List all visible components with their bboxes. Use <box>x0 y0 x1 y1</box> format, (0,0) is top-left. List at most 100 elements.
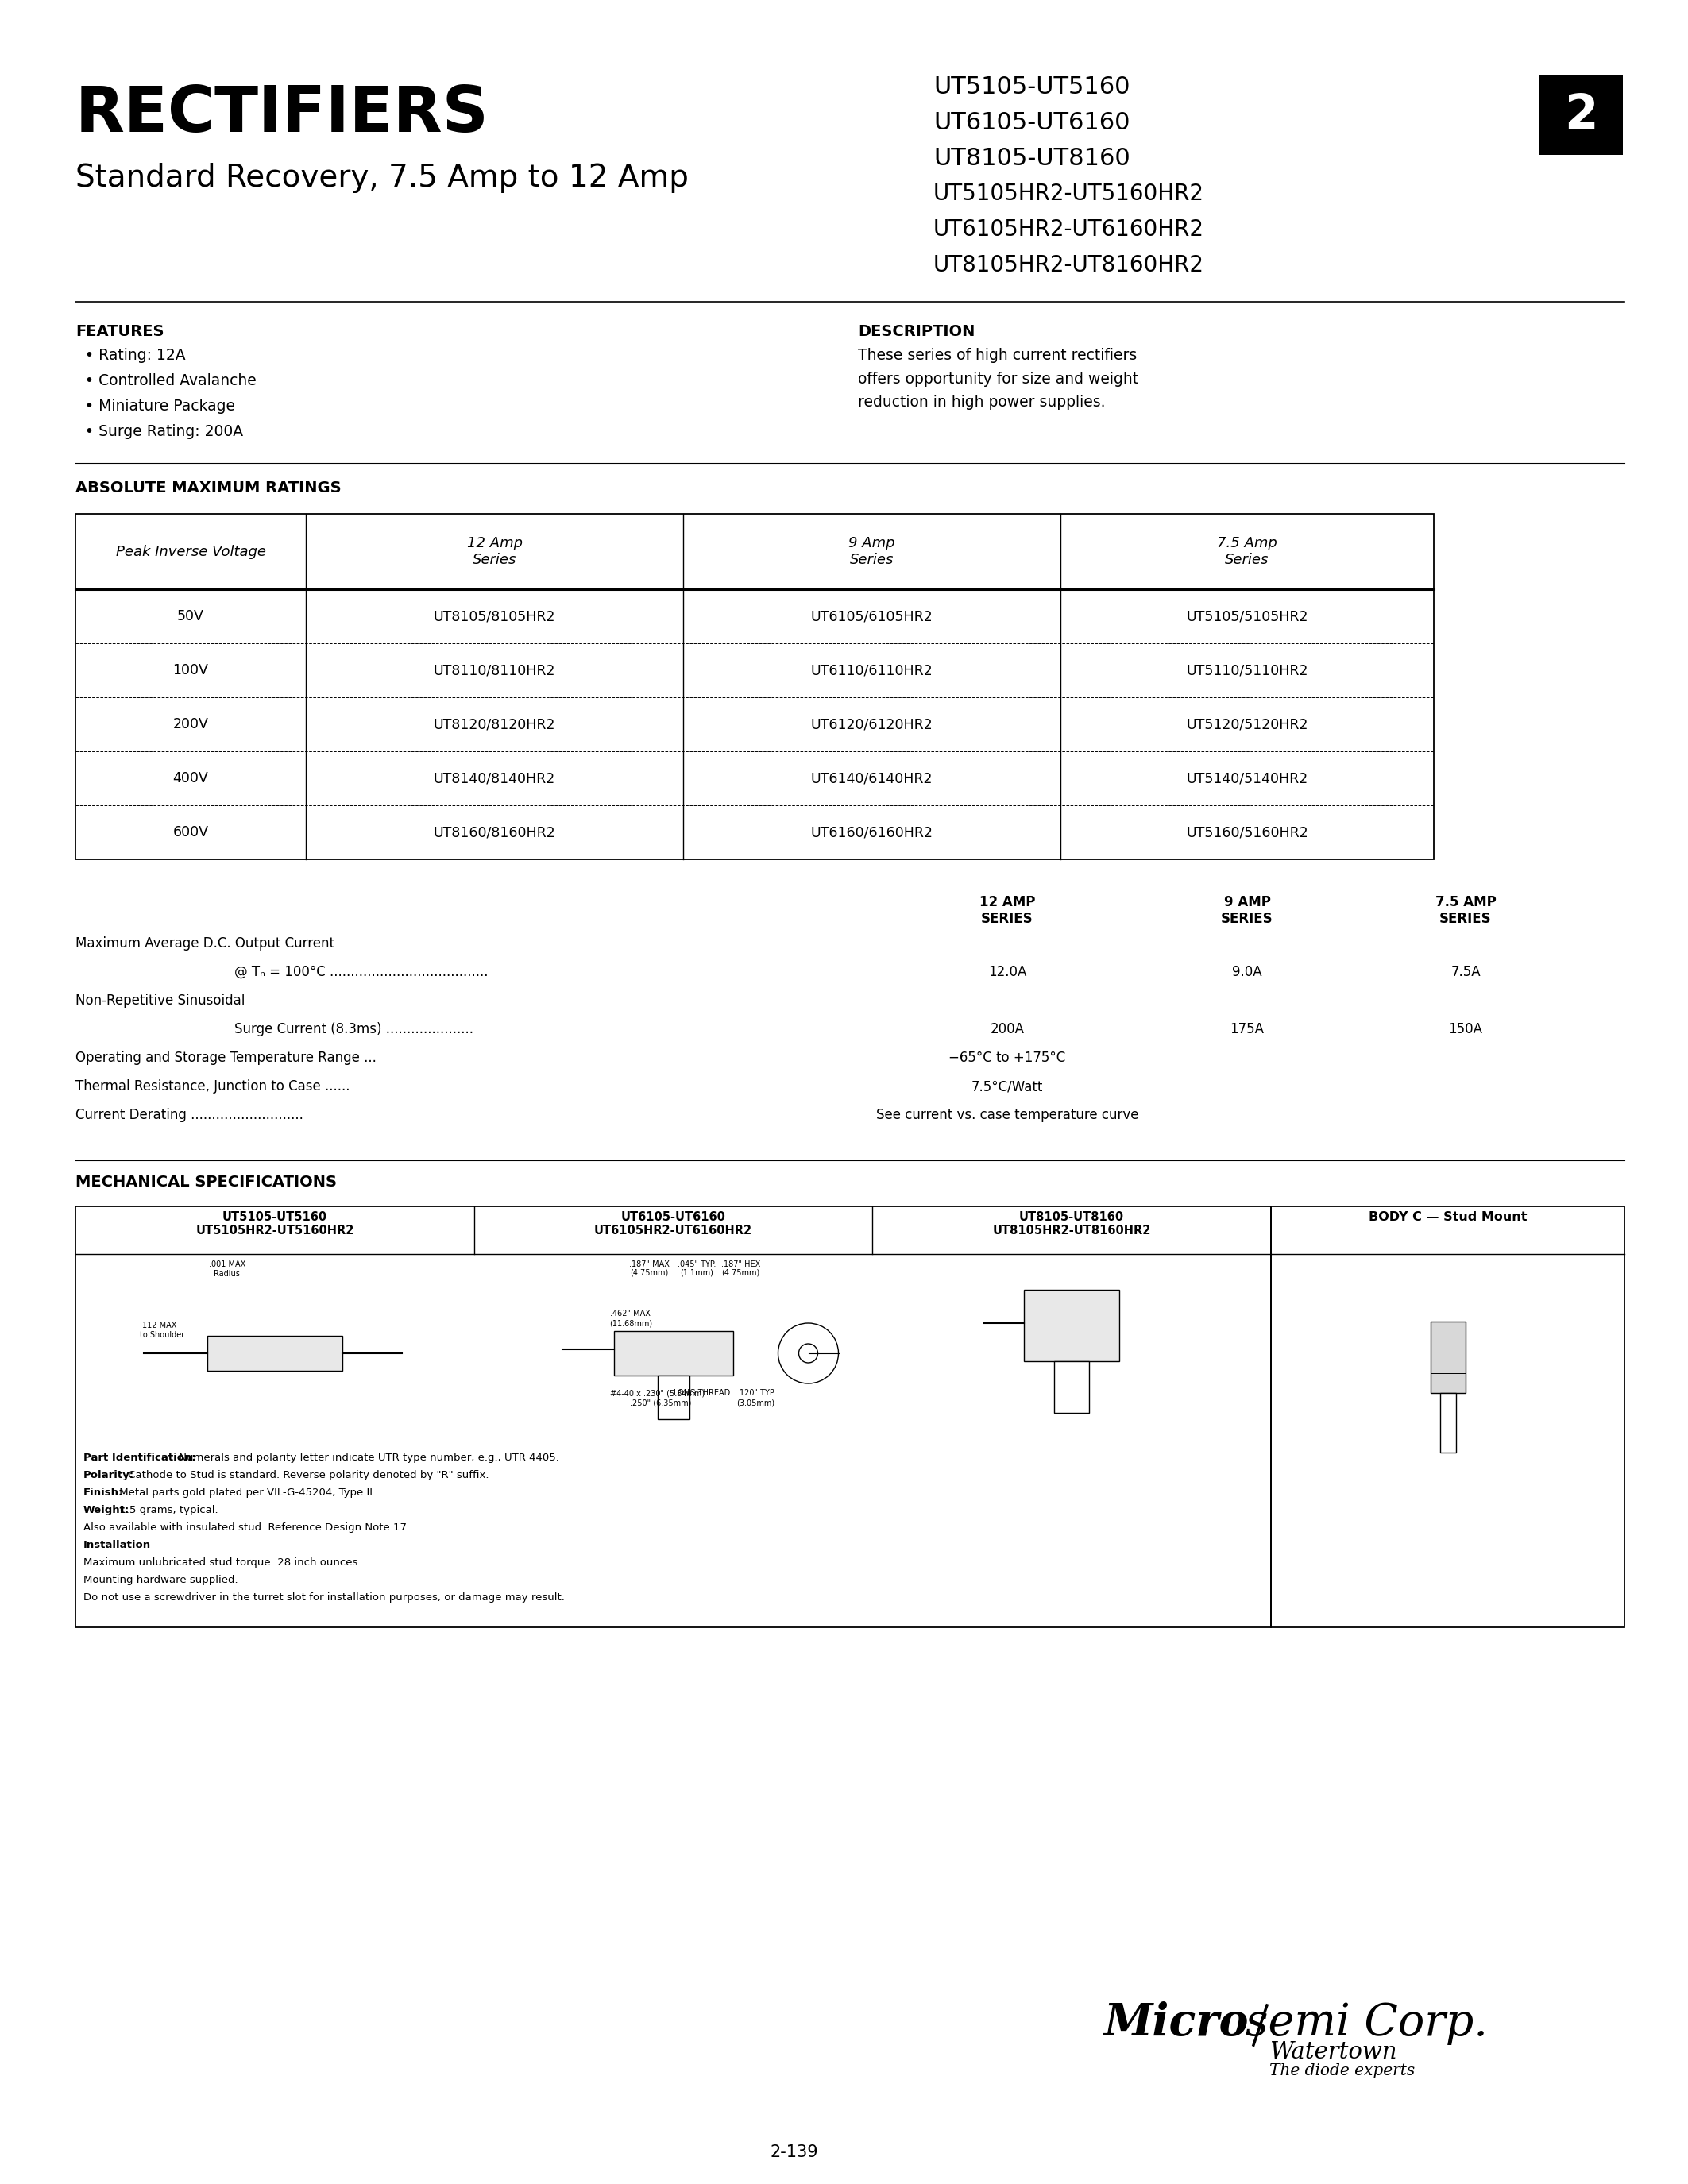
Text: Operating and Storage Temperature Range ...: Operating and Storage Temperature Range … <box>76 1051 376 1066</box>
Text: .250" (6.35mm): .250" (6.35mm) <box>609 1398 690 1406</box>
Bar <box>657 1376 689 1420</box>
Text: UT8105-UT8160: UT8105-UT8160 <box>933 146 1131 170</box>
Text: #4-40 x .230" (5.84mm): #4-40 x .230" (5.84mm) <box>609 1389 704 1398</box>
Text: .462" MAX: .462" MAX <box>609 1310 650 1317</box>
Text: 150A: 150A <box>1448 1022 1482 1037</box>
Text: 9 Amp
Series: 9 Amp Series <box>849 535 895 568</box>
Text: 12 Amp
Series: 12 Amp Series <box>466 535 522 568</box>
Text: UT8160/8160HR2: UT8160/8160HR2 <box>434 826 555 839</box>
Text: Numerals and polarity letter indicate UTR type number, e.g., UTR 4405.: Numerals and polarity letter indicate UT… <box>176 1452 559 1463</box>
Text: 200A: 200A <box>991 1022 1025 1037</box>
Text: UT5110/5110HR2: UT5110/5110HR2 <box>1187 664 1308 677</box>
Text: UT8105HR2-UT8160HR2: UT8105HR2-UT8160HR2 <box>933 253 1204 277</box>
Text: FEATURES: FEATURES <box>76 323 164 339</box>
Text: MECHANICAL SPECIFICATIONS: MECHANICAL SPECIFICATIONS <box>76 1175 338 1190</box>
Bar <box>1271 1206 1624 1627</box>
Text: These series of high current rectifiers
offers opportunity for size and weight
r: These series of high current rectifiers … <box>858 347 1138 411</box>
Text: RECTIFIERS: RECTIFIERS <box>76 83 490 146</box>
Text: 200V: 200V <box>172 716 209 732</box>
Text: Current Derating ...........................: Current Derating .......................… <box>76 1107 304 1123</box>
Text: 600V: 600V <box>172 826 209 839</box>
Text: Finish:: Finish: <box>83 1487 123 1498</box>
Text: 2: 2 <box>1565 92 1599 138</box>
Text: semi Corp.: semi Corp. <box>1246 2001 1487 2044</box>
Text: (11.68mm): (11.68mm) <box>609 1319 653 1328</box>
Text: Watertown: Watertown <box>1269 2042 1398 2064</box>
Text: LONG THREAD: LONG THREAD <box>674 1389 729 1398</box>
Text: UT8105/8105HR2: UT8105/8105HR2 <box>434 609 555 622</box>
Text: Surge Current (8.3ms) .....................: Surge Current (8.3ms) ..................… <box>235 1022 473 1037</box>
Text: UT8110/8110HR2: UT8110/8110HR2 <box>434 664 555 677</box>
Text: UT6105-UT6160
UT6105HR2-UT6160HR2: UT6105-UT6160 UT6105HR2-UT6160HR2 <box>594 1212 753 1236</box>
Text: UT6120/6120HR2: UT6120/6120HR2 <box>810 716 933 732</box>
Text: .187" HEX: .187" HEX <box>721 1260 760 1269</box>
Text: Maximum unlubricated stud torque: 28 inch ounces.: Maximum unlubricated stud torque: 28 inc… <box>83 1557 361 1568</box>
Text: 50V: 50V <box>177 609 204 622</box>
Text: 7.5A: 7.5A <box>1450 965 1480 978</box>
Text: 7.5°C/Watt: 7.5°C/Watt <box>971 1079 1043 1094</box>
Text: to Shoulder: to Shoulder <box>140 1330 184 1339</box>
Text: −65°C to +175°C: −65°C to +175°C <box>949 1051 1065 1066</box>
Text: UT6160/6160HR2: UT6160/6160HR2 <box>810 826 933 839</box>
Text: 7.5 AMP
SERIES: 7.5 AMP SERIES <box>1435 895 1496 926</box>
Text: .112 MAX: .112 MAX <box>140 1321 177 1330</box>
Bar <box>1025 1291 1119 1361</box>
Text: 12.0A: 12.0A <box>987 965 1026 978</box>
Text: (1.1mm): (1.1mm) <box>680 1269 714 1275</box>
Text: UT5105/5105HR2: UT5105/5105HR2 <box>1187 609 1308 622</box>
Text: 9.0A: 9.0A <box>1232 965 1263 978</box>
Text: Standard Recovery, 7.5 Amp to 12 Amp: Standard Recovery, 7.5 Amp to 12 Amp <box>76 164 689 192</box>
Text: Peak Inverse Voltage: Peak Inverse Voltage <box>115 544 265 559</box>
Text: DESCRIPTION: DESCRIPTION <box>858 323 976 339</box>
Text: BODY C — Stud Mount: BODY C — Stud Mount <box>1369 1212 1528 1223</box>
Text: 2-139: 2-139 <box>770 2145 819 2160</box>
Text: (4.75mm): (4.75mm) <box>630 1269 668 1275</box>
Text: Thermal Resistance, Junction to Case ......: Thermal Resistance, Junction to Case ...… <box>76 1079 349 1094</box>
Text: .187" MAX: .187" MAX <box>630 1260 670 1269</box>
Text: .001 MAX: .001 MAX <box>209 1260 245 1269</box>
Bar <box>76 1206 1271 1627</box>
Text: Mounting hardware supplied.: Mounting hardware supplied. <box>83 1575 238 1586</box>
Text: Maximum Average D.C. Output Current: Maximum Average D.C. Output Current <box>76 937 334 950</box>
Text: UT5120/5120HR2: UT5120/5120HR2 <box>1187 716 1308 732</box>
Bar <box>614 1330 733 1376</box>
Text: Do not use a screwdriver in the turret slot for installation purposes, or damage: Do not use a screwdriver in the turret s… <box>83 1592 565 1603</box>
Text: Non-Repetitive Sinusoidal: Non-Repetitive Sinusoidal <box>76 994 245 1007</box>
Text: (3.05mm): (3.05mm) <box>736 1398 775 1406</box>
Text: Metal parts gold plated per VIL-G-45204, Type II.: Metal parts gold plated per VIL-G-45204,… <box>116 1487 375 1498</box>
Text: Installation: Installation <box>83 1540 150 1551</box>
Text: UT8105-UT8160
UT8105HR2-UT8160HR2: UT8105-UT8160 UT8105HR2-UT8160HR2 <box>993 1212 1151 1236</box>
Text: UT6110/6110HR2: UT6110/6110HR2 <box>810 664 933 677</box>
Text: 100V: 100V <box>172 664 209 677</box>
Text: • Surge Rating: 200A: • Surge Rating: 200A <box>84 424 243 439</box>
Text: (4.75mm): (4.75mm) <box>721 1269 760 1275</box>
Text: .120" TYP: .120" TYP <box>736 1389 775 1398</box>
Text: Also available with insulated stud. Reference Design Note 17.: Also available with insulated stud. Refe… <box>83 1522 410 1533</box>
Text: @ Tₙ = 100°C ......................................: @ Tₙ = 100°C ...........................… <box>235 965 488 978</box>
Text: UT5140/5140HR2: UT5140/5140HR2 <box>1187 771 1308 786</box>
Text: 1.5 grams, typical.: 1.5 grams, typical. <box>116 1505 218 1516</box>
Text: Radius: Radius <box>214 1269 240 1278</box>
Bar <box>1430 1321 1465 1393</box>
Bar <box>1539 76 1622 155</box>
Bar <box>1055 1361 1089 1413</box>
Text: See current vs. case temperature curve: See current vs. case temperature curve <box>876 1107 1138 1123</box>
Text: 400V: 400V <box>172 771 208 786</box>
Text: ABSOLUTE MAXIMUM RATINGS: ABSOLUTE MAXIMUM RATINGS <box>76 480 341 496</box>
Text: UT6105/6105HR2: UT6105/6105HR2 <box>810 609 933 622</box>
Text: UT5105-UT5160: UT5105-UT5160 <box>933 76 1129 98</box>
Text: UT8120/8120HR2: UT8120/8120HR2 <box>434 716 555 732</box>
Text: • Controlled Avalanche: • Controlled Avalanche <box>84 373 257 389</box>
Text: UT6105HR2-UT6160HR2: UT6105HR2-UT6160HR2 <box>933 218 1204 240</box>
Bar <box>208 1337 343 1372</box>
Bar <box>76 513 1433 858</box>
Text: Micro: Micro <box>1104 2001 1249 2044</box>
Text: 12 AMP
SERIES: 12 AMP SERIES <box>979 895 1035 926</box>
Bar <box>1440 1393 1455 1452</box>
Text: UT5160/5160HR2: UT5160/5160HR2 <box>1187 826 1308 839</box>
Text: 7.5 Amp
Series: 7.5 Amp Series <box>1217 535 1278 568</box>
Text: • Miniature Package: • Miniature Package <box>84 400 235 413</box>
Text: UT6140/6140HR2: UT6140/6140HR2 <box>810 771 933 786</box>
Text: The diode experts: The diode experts <box>1269 2064 1415 2079</box>
Text: Polarity:: Polarity: <box>83 1470 135 1481</box>
